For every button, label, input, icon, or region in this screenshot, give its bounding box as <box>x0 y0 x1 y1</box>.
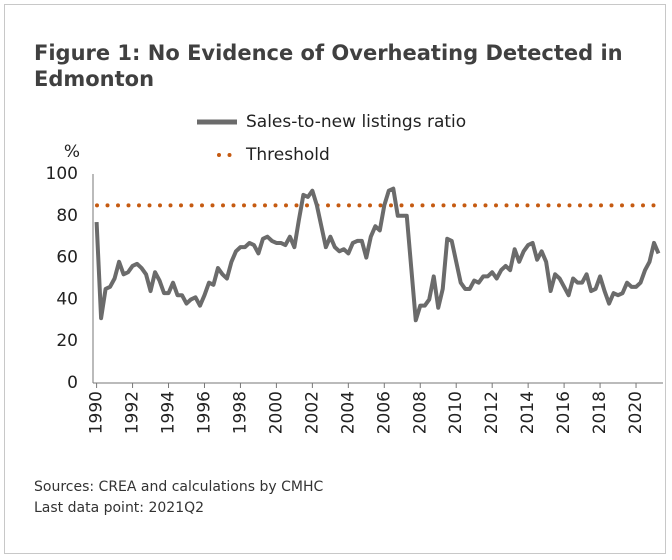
y-tick-label: 20 <box>56 331 78 351</box>
x-tick-label: 1998 <box>230 391 250 434</box>
note: Last data point: 2021Q2 <box>34 500 204 516</box>
data-line <box>94 186 661 323</box>
x-tick-label: 2008 <box>410 391 430 434</box>
x-tick-label: 1994 <box>159 391 179 434</box>
chart-title: Figure 1: No Evidence of Overheating Det… <box>34 41 623 91</box>
y-tick-label: 100 <box>46 164 78 184</box>
x-tick-label: 2004 <box>338 391 358 434</box>
x-tick-label: 2010 <box>446 391 466 434</box>
y-axis-label: % <box>64 142 80 162</box>
frame <box>4 4 666 554</box>
y-tick-label: 80 <box>56 206 78 226</box>
x-tick-label: 2014 <box>518 391 538 434</box>
x-tick-label: 2000 <box>266 391 286 434</box>
x-tick-label: 2018 <box>590 391 610 434</box>
legend-label: Sales-to-new listings ratio <box>246 112 466 132</box>
y-tick-label: 60 <box>56 248 78 268</box>
note: Sources: CREA and calculations by CMHC <box>34 479 323 495</box>
x-tick-label: 2002 <box>302 391 322 434</box>
y-tick-label: 40 <box>56 289 78 309</box>
x-tick-label: 2016 <box>554 391 574 434</box>
x-tick-label: 1990 <box>87 391 107 434</box>
x-tick-label: 2006 <box>374 391 394 434</box>
x-tick-label: 1996 <box>194 391 214 434</box>
x-tick-label: 1992 <box>123 391 143 434</box>
x-tick-label: 2012 <box>482 391 502 434</box>
x-tick-label: 2020 <box>626 391 646 434</box>
legend-label: Threshold <box>245 145 330 165</box>
y-tick-label: 0 <box>67 373 78 393</box>
